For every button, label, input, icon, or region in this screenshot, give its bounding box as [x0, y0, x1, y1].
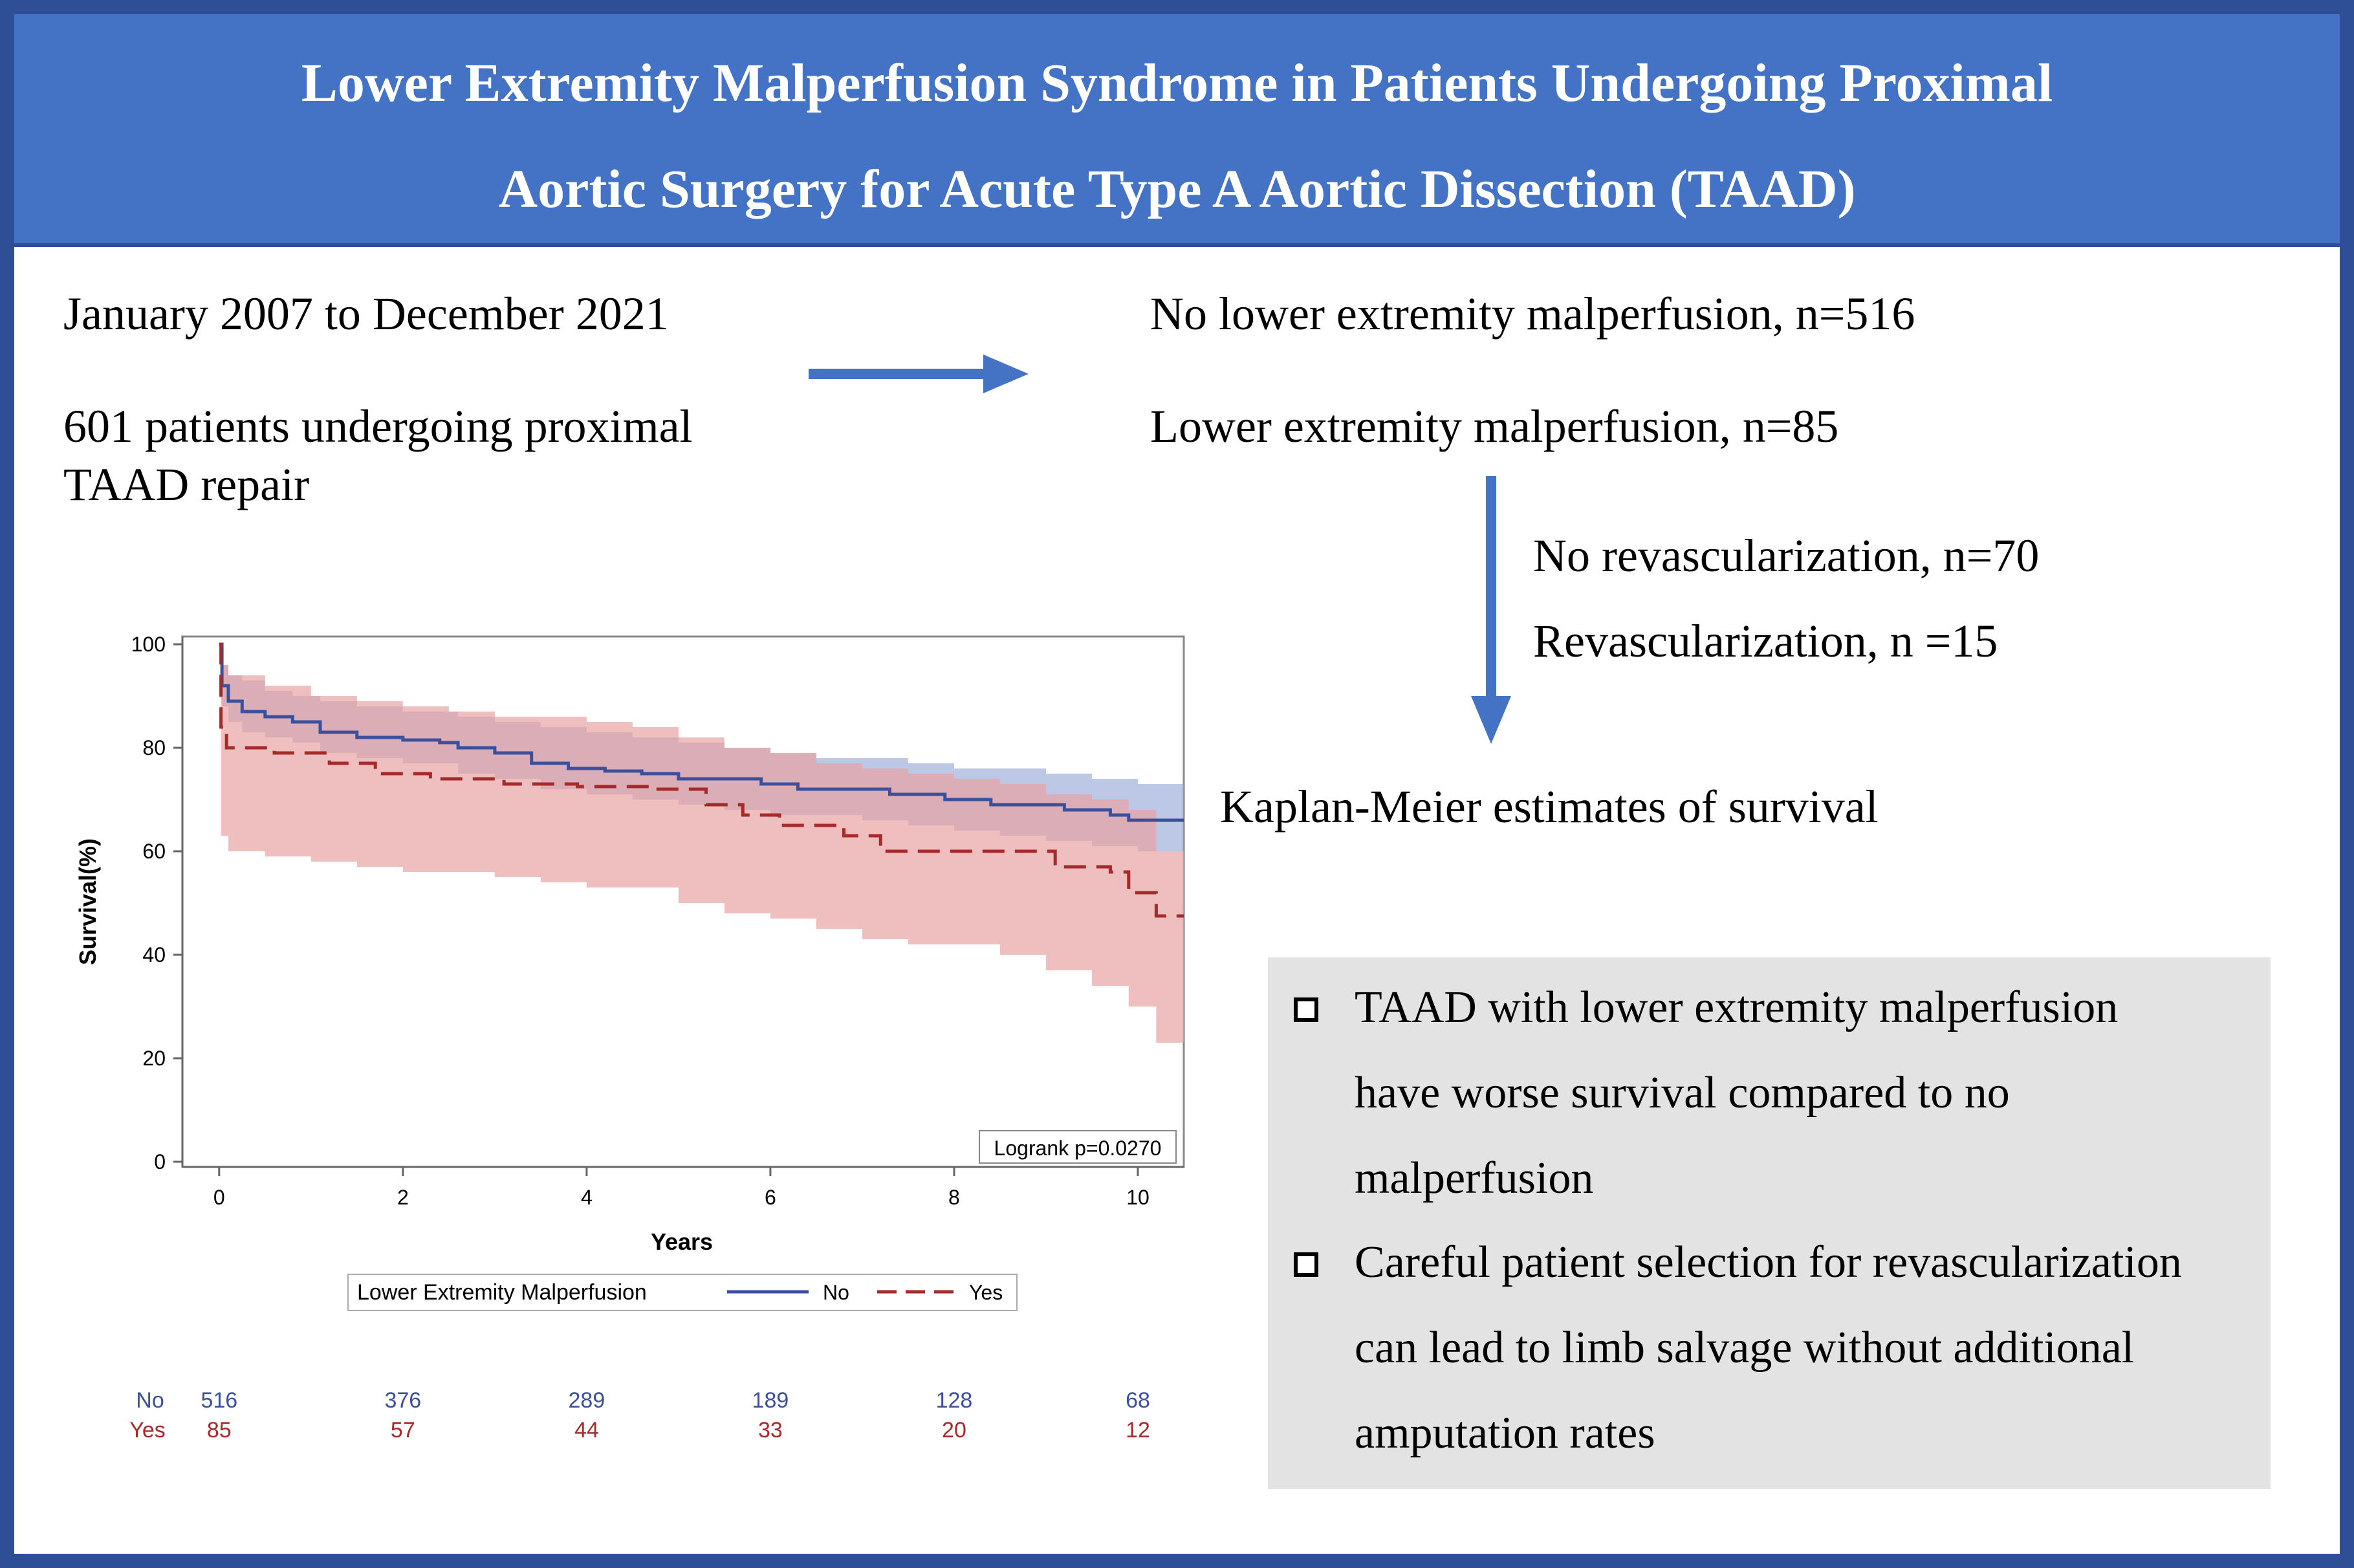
x-tick-label: 10 — [1126, 1186, 1150, 1209]
y-tick-label: 100 — [131, 633, 166, 656]
at-risk-count-yes: 20 — [942, 1418, 966, 1443]
at-risk-label-yes: Yes — [129, 1418, 165, 1443]
survival-curve-no — [219, 642, 1184, 822]
at-risk-count-yes: 33 — [758, 1418, 783, 1443]
at-risk-count-no: 68 — [1126, 1388, 1150, 1413]
revascularization-group: Revascularization, n =15 — [1533, 615, 1998, 667]
finding-2-line-2: can lead to limb salvage without additio… — [1355, 1323, 2135, 1373]
at-risk-count-yes: 85 — [207, 1418, 232, 1443]
finding-2-line-3: amputation rates — [1355, 1408, 1655, 1458]
cohort-line-1: 601 patients undergoing proximal — [63, 400, 693, 452]
malperfusion-group: Lower extremity malperfusion, n=85 — [1150, 400, 1839, 452]
study-period: January 2007 to December 2021 — [63, 288, 669, 340]
y-tick-label: 60 — [142, 840, 166, 863]
title-line-1: Lower Extremity Malperfusion Syndrome in… — [301, 53, 2053, 113]
legend-entry-yes: Yes — [969, 1281, 1003, 1304]
at-risk-count-no: 376 — [384, 1388, 421, 1413]
ci-band-yes — [219, 644, 1184, 1043]
kaplan-meier-label: Kaplan-Meier estimates of survival — [1220, 781, 1879, 833]
survival-curve-yes — [219, 642, 1184, 918]
right-arrow-icon — [809, 354, 1029, 393]
x-axis-label: Years — [651, 1228, 713, 1255]
finding-2-line-1: Careful patient selection for revascular… — [1355, 1237, 2182, 1287]
checkbox-icon — [1294, 1252, 1318, 1277]
x-tick-label: 6 — [765, 1186, 776, 1209]
at-risk-count-no: 516 — [201, 1388, 237, 1413]
finding-1-line-1: TAAD with lower extremity malperfusion — [1355, 983, 2119, 1032]
at-risk-count-yes: 57 — [391, 1418, 415, 1443]
title-banner: Lower Extremity Malperfusion Syndrome in… — [14, 14, 2340, 247]
finding-1-line-2: have worse survival compared to no — [1355, 1068, 2010, 1118]
title-line-2: Aortic Surgery for Acute Type A Aortic D… — [498, 159, 1856, 219]
key-findings-box: TAAD with lower extremity malperfusion h… — [1268, 957, 2271, 1489]
checkbox-icon — [1294, 997, 1318, 1022]
legend-entry-no: No — [823, 1281, 849, 1304]
y-tick-label: 40 — [142, 943, 166, 966]
logrank-box — [979, 1130, 1177, 1164]
at-risk-count-yes: 44 — [574, 1418, 599, 1443]
x-tick-label: 8 — [948, 1186, 960, 1209]
at-risk-count-no: 289 — [569, 1388, 605, 1413]
down-arrow-icon — [1471, 476, 1511, 744]
no-revascularization-group: No revascularization, n=70 — [1533, 530, 2040, 582]
at-risk-count-no: 189 — [752, 1388, 789, 1413]
y-tick-label: 80 — [142, 736, 166, 759]
y-axis-label: Survival(%) — [74, 838, 101, 965]
x-tick-label: 0 — [213, 1186, 225, 1209]
x-tick-label: 4 — [581, 1186, 593, 1209]
y-tick-label: 0 — [154, 1150, 166, 1173]
finding-1-line-3: malperfusion — [1355, 1153, 1594, 1203]
at-risk-count-yes: 12 — [1126, 1418, 1150, 1443]
y-tick-label: 20 — [142, 1047, 166, 1070]
legend-title: Lower Extremity Malperfusion — [357, 1280, 647, 1305]
cohort-line-2: TAAD repair — [63, 459, 310, 510]
legend-box — [347, 1274, 1018, 1311]
at-risk-count-no: 128 — [936, 1388, 973, 1413]
logrank-annotation: Logrank p=0.0270 — [994, 1137, 1162, 1160]
x-tick-label: 2 — [397, 1186, 409, 1209]
no-malperfusion-group: No lower extremity malperfusion, n=516 — [1150, 288, 1915, 340]
at-risk-label-no: No — [136, 1388, 164, 1413]
